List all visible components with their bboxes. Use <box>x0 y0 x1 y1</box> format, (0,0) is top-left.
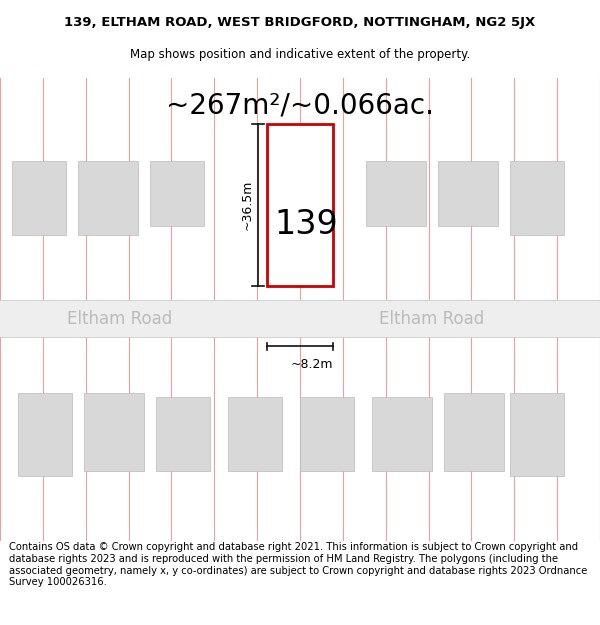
Text: Eltham Road: Eltham Road <box>379 309 485 328</box>
Bar <box>0 300 600 337</box>
Bar <box>267 124 333 286</box>
Text: 139, ELTHAM ROAD, WEST BRIDGFORD, NOTTINGHAM, NG2 5JX: 139, ELTHAM ROAD, WEST BRIDGFORD, NOTTIN… <box>64 16 536 29</box>
Bar <box>366 161 426 226</box>
Bar <box>372 398 432 471</box>
Bar <box>444 392 504 471</box>
Text: Contains OS data © Crown copyright and database right 2021. This information is : Contains OS data © Crown copyright and d… <box>9 542 587 587</box>
Bar <box>510 161 564 236</box>
Bar <box>228 398 282 471</box>
Bar <box>156 398 210 471</box>
Text: Eltham Road: Eltham Road <box>67 309 173 328</box>
Text: Map shows position and indicative extent of the property.: Map shows position and indicative extent… <box>130 48 470 61</box>
Text: ~36.5m: ~36.5m <box>241 180 254 231</box>
Bar <box>300 398 354 471</box>
Text: 139: 139 <box>274 208 338 241</box>
Bar <box>84 392 144 471</box>
Bar <box>150 161 204 226</box>
Bar <box>438 161 498 226</box>
Bar <box>78 161 138 236</box>
Text: ~8.2m: ~8.2m <box>291 358 333 371</box>
Bar <box>18 392 72 476</box>
Bar <box>510 392 564 476</box>
Bar <box>12 161 66 236</box>
Text: ~267m²/~0.066ac.: ~267m²/~0.066ac. <box>166 92 434 120</box>
